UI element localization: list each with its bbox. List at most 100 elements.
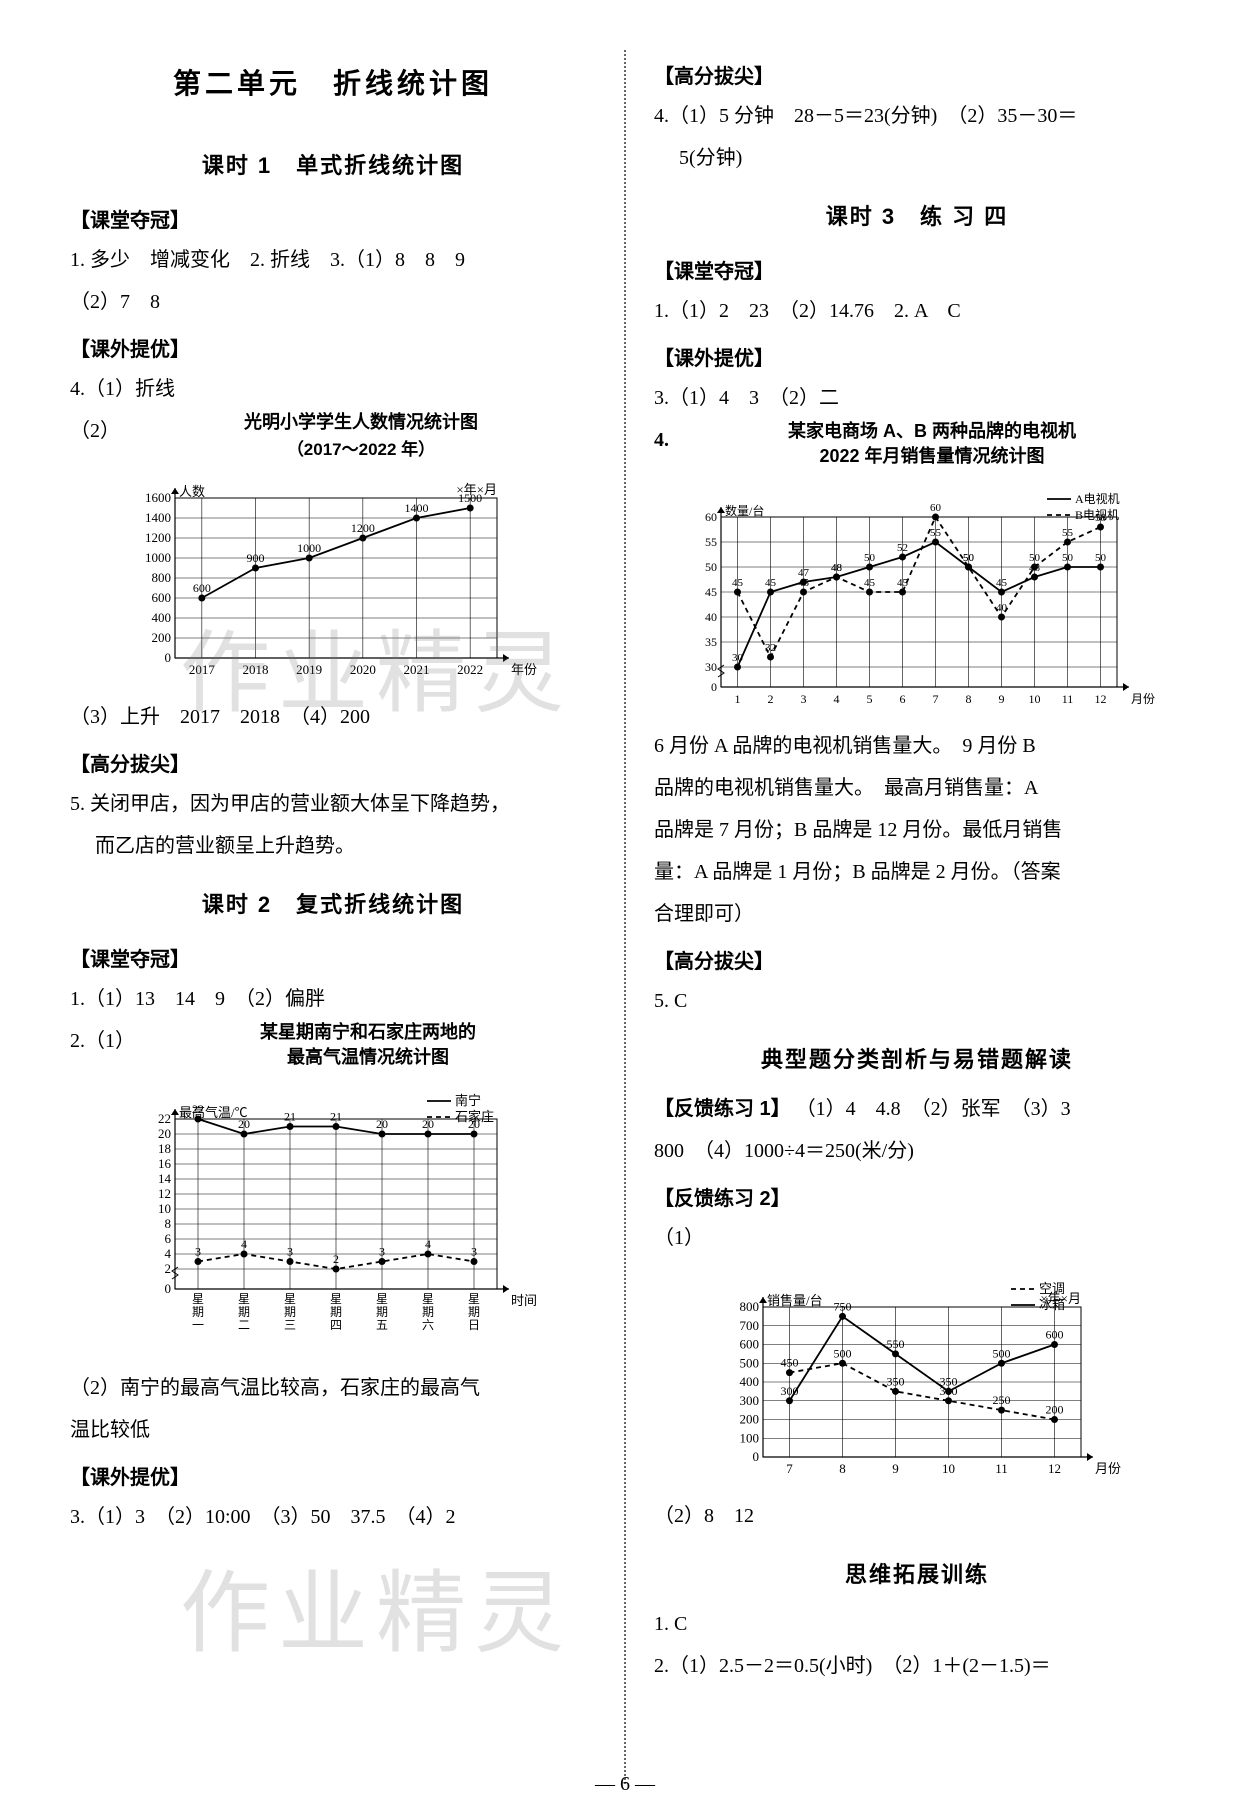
svg-text:50: 50	[1095, 552, 1107, 564]
svg-text:2: 2	[333, 1252, 339, 1266]
section-gaofen-0: 【高分拔尖】	[654, 60, 1180, 89]
svg-text:20: 20	[422, 1117, 434, 1131]
svg-text:200: 200	[152, 630, 172, 645]
svg-text:52: 52	[897, 542, 908, 554]
svg-text:45: 45	[705, 585, 717, 599]
svg-text:900: 900	[247, 551, 265, 565]
svg-text:星期三: 星期三	[284, 1292, 296, 1332]
svg-text:10: 10	[942, 1461, 955, 1476]
svg-text:星期四: 星期四	[330, 1292, 342, 1332]
svg-text:60: 60	[930, 502, 942, 514]
svg-text:32: 32	[765, 642, 776, 654]
svg-text:3: 3	[195, 1244, 201, 1258]
left-column: 第二单元 折线统计图 课时 1 单式折线统计图 【课堂夺冠】 1. 多少 增减变…	[70, 50, 596, 1784]
svg-text:700: 700	[740, 1318, 760, 1333]
svg-text:2021: 2021	[404, 662, 430, 677]
svg-text:22: 22	[192, 1102, 204, 1116]
svg-text:250: 250	[993, 1394, 1011, 1408]
answer-text: 3.（1）3 （2）10:00 （3）50 37.5 （4）2	[70, 1498, 596, 1536]
svg-text:1400: 1400	[145, 510, 171, 525]
answer-text: 3.（1）4 3 （2）二	[654, 379, 1180, 417]
svg-text:星期日: 星期日	[468, 1292, 480, 1332]
answer-text: 800 （4）1000÷4＝250(米/分)	[654, 1132, 1180, 1170]
svg-text:600: 600	[740, 1337, 760, 1352]
answer-text: 1.（1）2 23 （2）14.76 2. A C	[654, 292, 1180, 330]
svg-text:冰箱: 冰箱	[1039, 1297, 1065, 1312]
svg-text:4: 4	[241, 1237, 247, 1251]
svg-text:2: 2	[165, 1261, 172, 1276]
svg-text:2022: 2022	[457, 662, 483, 677]
answer-text: 1.（1）13 14 9 （2）偏胖	[70, 980, 596, 1018]
svg-text:21: 21	[330, 1109, 342, 1123]
column-divider	[624, 50, 626, 1784]
section-kewai-3: 【课外提优】	[654, 342, 1180, 371]
svg-text:3: 3	[379, 1244, 385, 1258]
svg-text:450: 450	[781, 1356, 799, 1370]
svg-text:南宁: 南宁	[455, 1093, 481, 1108]
svg-text:1: 1	[735, 692, 741, 706]
svg-text:2019: 2019	[296, 662, 322, 677]
svg-text:2017: 2017	[189, 662, 216, 677]
answer-text: （3）上升 2017 2018 （4）200	[70, 698, 596, 736]
svg-text:200: 200	[1046, 1403, 1064, 1417]
svg-text:20: 20	[158, 1126, 171, 1141]
svg-text:45: 45	[765, 577, 777, 589]
svg-text:4: 4	[425, 1237, 431, 1251]
svg-text:12: 12	[1048, 1461, 1061, 1476]
svg-text:0: 0	[711, 680, 717, 694]
section-ketang-3: 【课堂夺冠】	[654, 255, 1180, 284]
sub-index: 2.（1）	[70, 1022, 140, 1060]
svg-text:50: 50	[705, 560, 717, 574]
svg-text:350: 350	[887, 1375, 905, 1389]
svg-text:1000: 1000	[297, 541, 321, 555]
answer-text: 温比较低	[70, 1411, 596, 1449]
svg-text:3: 3	[471, 1244, 477, 1258]
svg-text:50: 50	[1029, 552, 1041, 564]
svg-text:48: 48	[831, 562, 843, 574]
answer-text: 6 月份 A 品牌的电视机销售量大。 9 月份 B	[654, 727, 1180, 765]
answer-text: （2）南宁的最高气温比较高，石家庄的最高气	[70, 1369, 596, 1407]
svg-text:600: 600	[1046, 1328, 1064, 1342]
svg-text:7: 7	[933, 692, 939, 706]
siwei-title: 思维拓展训练	[654, 1557, 1180, 1589]
item-index: 4.	[654, 421, 684, 459]
svg-text:星期一: 星期一	[192, 1292, 204, 1332]
answer-text: 1. 多少 增减变化 2. 折线 3.（1）8 8 9	[70, 241, 596, 279]
svg-text:600: 600	[193, 581, 211, 595]
svg-text:1500: 1500	[458, 491, 482, 505]
right-column: 【高分拔尖】 4.（1）5 分钟 28－5＝23(分钟) （2）35－30＝ 5…	[654, 50, 1180, 1784]
svg-text:20: 20	[376, 1117, 388, 1131]
svg-text:0: 0	[165, 650, 172, 665]
section-kewai-1: 【课外提优】	[70, 333, 596, 362]
svg-text:0: 0	[753, 1449, 760, 1464]
svg-text:12: 12	[1095, 692, 1107, 706]
svg-text:2: 2	[768, 692, 774, 706]
svg-text:9: 9	[999, 692, 1005, 706]
svg-text:45: 45	[798, 577, 810, 589]
section-gaofen-3: 【高分拔尖】	[654, 945, 1180, 974]
svg-text:40: 40	[996, 602, 1008, 614]
svg-text:60: 60	[705, 510, 717, 524]
feedback-1: 【反馈练习 1】 （1）4 4.8 （2）张军 （3）3	[654, 1090, 1180, 1128]
svg-text:55: 55	[930, 527, 942, 539]
svg-text:11: 11	[1062, 692, 1074, 706]
answer-text: 而乙店的营业额呈上升趋势。	[70, 827, 596, 865]
svg-text:50: 50	[864, 552, 876, 564]
chart-2-title-2: 最高气温情况统计图	[140, 1045, 596, 1070]
svg-text:2018: 2018	[243, 662, 269, 677]
svg-text:35: 35	[705, 635, 717, 649]
svg-text:18: 18	[158, 1141, 171, 1156]
svg-text:100: 100	[740, 1431, 760, 1446]
svg-text:14: 14	[158, 1171, 172, 1186]
fk1-label: 【反馈练习 1】	[654, 1098, 791, 1120]
svg-text:年份: 年份	[511, 662, 537, 677]
svg-text:12: 12	[158, 1186, 171, 1201]
svg-text:800: 800	[152, 570, 172, 585]
svg-text:600: 600	[152, 590, 172, 605]
svg-text:45: 45	[996, 577, 1008, 589]
answer-text: 5. C	[654, 982, 1180, 1020]
svg-text:2020: 2020	[350, 662, 376, 677]
svg-text:空调: 空调	[1039, 1281, 1065, 1296]
answer-text: 量：A 品牌是 1 月份；B 品牌是 2 月份。（答案	[654, 853, 1180, 891]
svg-text:11: 11	[995, 1461, 1008, 1476]
